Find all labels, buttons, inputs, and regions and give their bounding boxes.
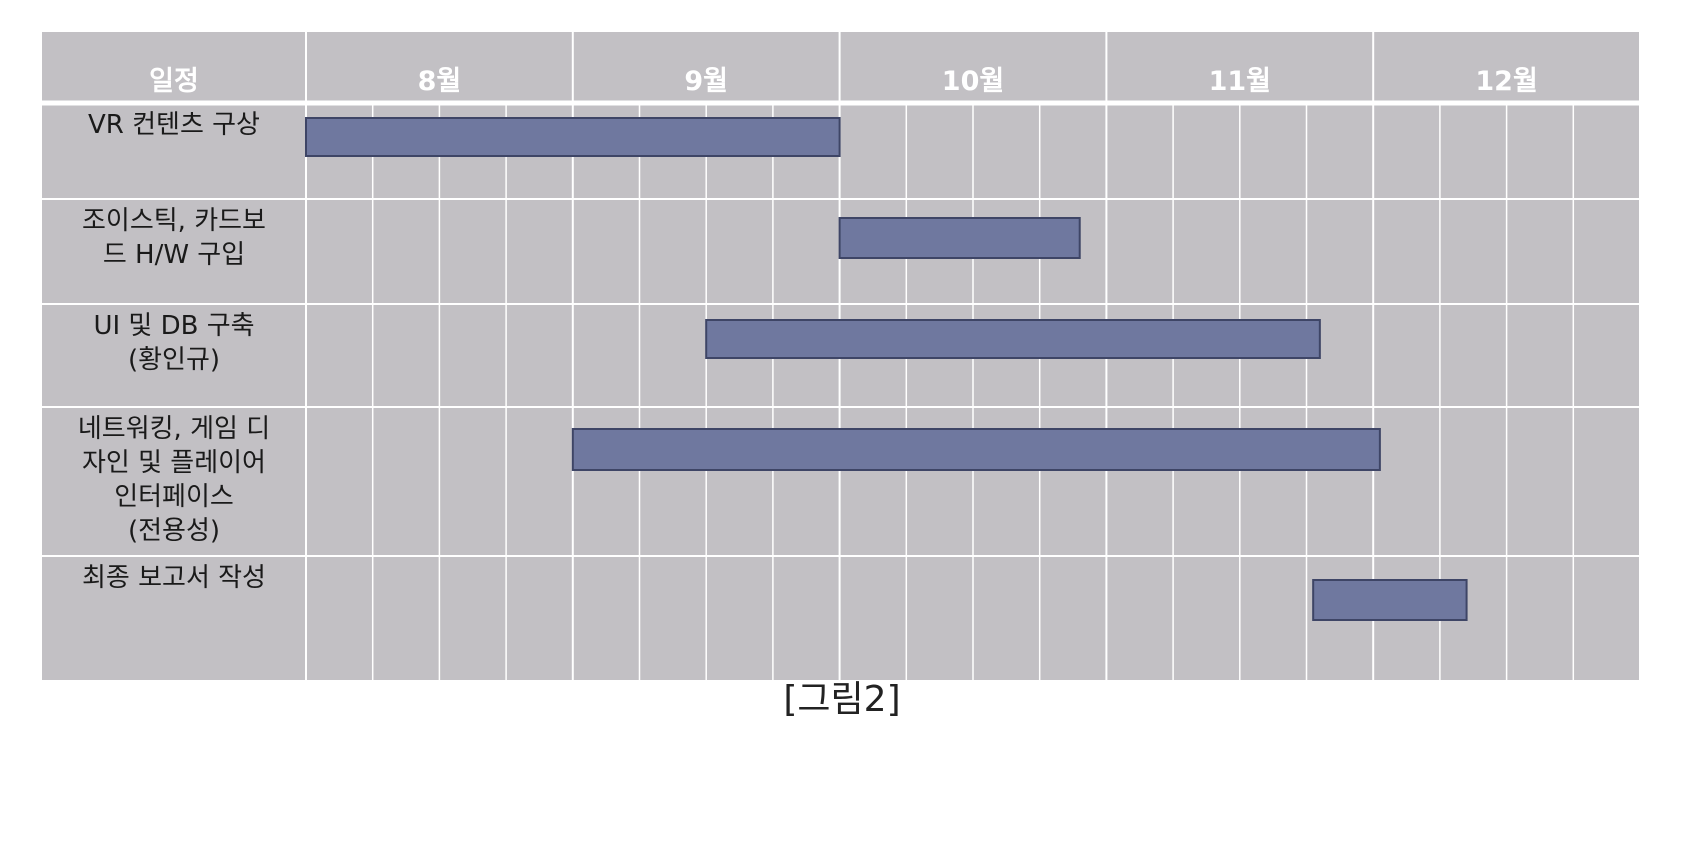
month-header: 10월 [942, 66, 1004, 97]
task-bar [705, 319, 1321, 359]
task-label: 네트워킹, 게임 디 [78, 414, 270, 444]
task-bar [571, 428, 1381, 471]
month-header: 11월 [1209, 66, 1271, 97]
task-bar [1312, 579, 1468, 621]
task-label: 최종 보고서 작성 [82, 563, 266, 593]
figure-caption: [그림2] [783, 679, 901, 720]
task-label: 조이스틱, 카드보 [82, 206, 266, 236]
month-header: 9월 [684, 66, 728, 97]
month-header: 12월 [1475, 66, 1537, 97]
task-label: VR 컨텐츠 구상 [88, 110, 260, 140]
task-bar [305, 117, 841, 157]
task-label: (황인규) [128, 345, 220, 375]
task-label: 자인 및 플레이어 [82, 448, 266, 478]
task-label: 드 H/W 구입 [103, 240, 245, 270]
task-bar [838, 217, 1081, 259]
header-label: 일정 [149, 66, 199, 97]
task-label: 인터페이스 [114, 482, 234, 512]
task-label: (전용성) [128, 516, 220, 546]
month-header: 8월 [418, 66, 462, 97]
task-label: UI 및 DB 구축 [93, 311, 254, 341]
